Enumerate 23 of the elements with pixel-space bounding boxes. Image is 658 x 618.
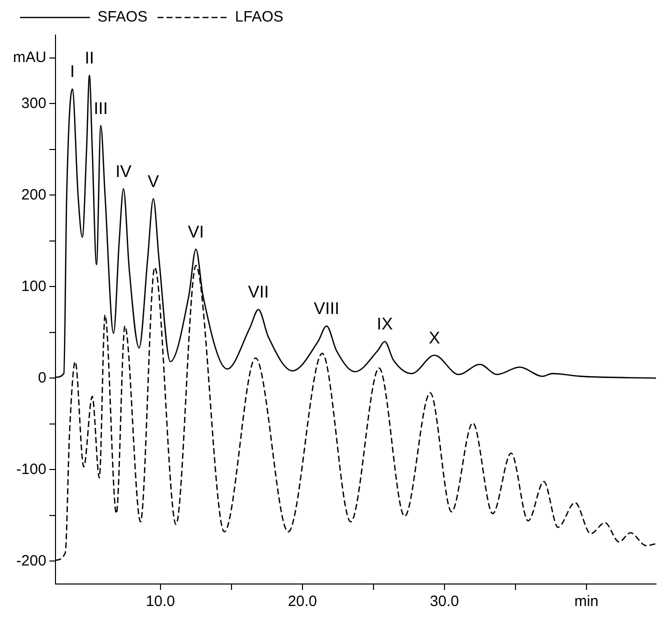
- x-tick-label: 10.0: [146, 593, 176, 610]
- annotation: III: [94, 98, 108, 118]
- annotation: IV: [115, 162, 132, 181]
- y-tick-label: 300: [21, 94, 46, 112]
- y-tick-label: 0: [38, 369, 46, 386]
- legend-label: SFAOS: [98, 8, 148, 26]
- annotation: V: [148, 172, 160, 191]
- annotation: IX: [376, 314, 393, 334]
- y-tick-label: 100: [21, 278, 46, 295]
- annotation: X: [428, 328, 440, 348]
- legend-label: LFAOS: [235, 8, 284, 26]
- annotation: VII: [248, 282, 269, 302]
- y-tick-label: 200: [21, 186, 46, 204]
- annotation: VIII: [314, 299, 340, 318]
- y-tick-label: mAU: [12, 49, 46, 66]
- x-tick-label: 20.0: [288, 593, 318, 610]
- annotation: VI: [188, 222, 204, 242]
- x-tick-label: min: [574, 593, 599, 610]
- annotation: II: [84, 48, 94, 68]
- annotation: I: [70, 62, 75, 82]
- y-tick-label: -100: [16, 460, 46, 478]
- y-tick-label: -200: [16, 552, 46, 570]
- x-tick-label: 30.0: [430, 593, 460, 610]
